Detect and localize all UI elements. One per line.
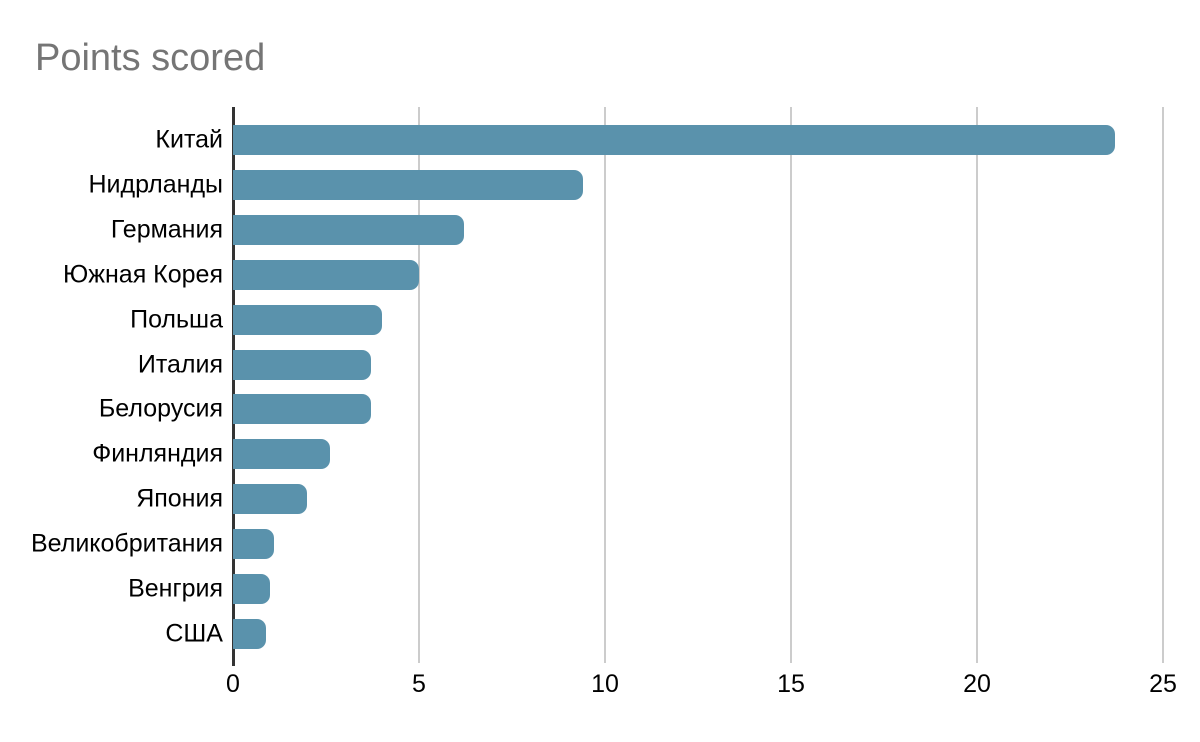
gridline-x-15 (790, 107, 792, 663)
bar (233, 170, 583, 201)
plot-area: Китай Нидрланды Германия Южная Корея Польша И… (31, 107, 1177, 698)
bar-row: Великобритания (31, 521, 1163, 566)
bar (233, 618, 267, 649)
category-label: Южная Корея (63, 260, 223, 289)
bar (233, 528, 274, 559)
bar (233, 125, 1115, 156)
gridline-x-25 (1162, 107, 1164, 663)
category-label: Япония (136, 484, 223, 513)
bar-row: США (165, 611, 1163, 656)
bar (233, 394, 371, 425)
bar-row: Италия (138, 342, 1163, 387)
category-label: Польша (130, 305, 223, 334)
category-label: Германия (110, 215, 223, 244)
x-axis-tick-label: 20 (963, 670, 991, 698)
bar-row: Япония (136, 477, 1163, 522)
category-label: США (165, 619, 223, 648)
bar (233, 259, 419, 290)
bar-row: Венгрия (128, 566, 1163, 611)
category-label: Китай (155, 125, 223, 154)
bar (233, 215, 464, 246)
bar-row: Южная Корея (63, 252, 1163, 297)
category-label: Великобритания (31, 529, 223, 558)
x-axis-tick-label: 10 (591, 670, 619, 698)
gridline-x-10 (604, 107, 606, 663)
bar-row: Германия (111, 208, 1163, 253)
bar-row: Белорусия (99, 387, 1163, 432)
bar (233, 484, 308, 515)
category-label: Венгрия (128, 574, 223, 603)
category-label: Нидрланды (88, 170, 223, 199)
gridline-x-5 (418, 107, 420, 663)
x-axis-tick-label: 15 (777, 670, 805, 698)
category-label: Белорусия (98, 394, 223, 423)
bar (233, 439, 330, 470)
chart-title: Points scored (35, 37, 266, 79)
x-axis-tick-label: 5 (412, 670, 426, 698)
bar (233, 573, 271, 604)
bar-row: Финляндия (92, 432, 1163, 477)
gridline-x-20 (976, 107, 978, 663)
bar-row: Нидрланды (88, 163, 1163, 208)
category-label: Италия (137, 350, 223, 379)
y-axis-line (232, 107, 235, 666)
bar-row: Польша (130, 297, 1163, 342)
bar-row: Китай (155, 118, 1163, 163)
x-axis-tick-label: 25 (1149, 670, 1177, 698)
x-axis-tick-label: 0 (226, 670, 240, 698)
bar (233, 304, 382, 335)
category-label: Финляндия (92, 439, 223, 468)
bar (233, 349, 371, 380)
